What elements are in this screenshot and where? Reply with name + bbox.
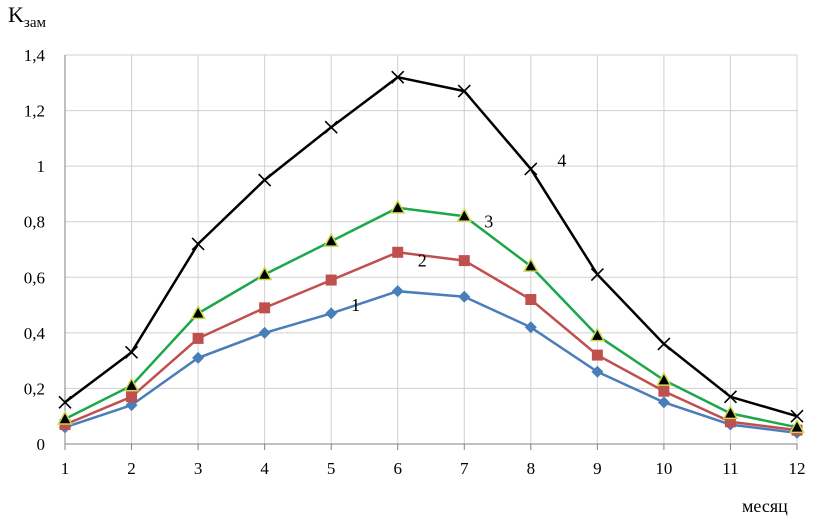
data-point-diamond (325, 307, 338, 320)
x-tick-label: 4 (260, 459, 269, 478)
data-point-triangle (656, 371, 672, 386)
data-point-diamond (591, 365, 604, 378)
x-tick-label: 5 (327, 459, 336, 478)
axes-layer (64, 55, 798, 450)
data-point-x (657, 337, 671, 351)
y-tick-label: 0,2 (24, 379, 45, 398)
data-point-triangle (389, 199, 406, 214)
data-point-x (524, 162, 538, 176)
series-line-2 (64, 251, 798, 432)
y-tick-label: 0,4 (24, 324, 46, 343)
series-line-1 (64, 289, 798, 435)
series-label-3: 3 (484, 212, 493, 232)
data-point-x (790, 409, 804, 423)
data-point-square (724, 416, 736, 428)
series-line-3 (64, 206, 798, 429)
data-point-square (192, 332, 204, 344)
data-point-square (325, 274, 337, 286)
data-point-diamond (524, 321, 537, 334)
data-point-triangle (123, 377, 140, 392)
data-point-diamond (192, 351, 205, 364)
data-point-x (723, 390, 738, 404)
data-point-diamond (657, 396, 670, 409)
x-tick-label: 3 (194, 459, 203, 478)
x-tick-label: 1 (61, 459, 70, 478)
data-point-triangle (722, 404, 739, 420)
data-point-square (525, 294, 537, 306)
data-point-triangle (256, 265, 273, 281)
x-tick-label: 10 (655, 459, 672, 478)
data-point-diamond (391, 285, 404, 298)
series-layer (57, 70, 805, 439)
y-axis-title-sub: зам (24, 15, 47, 31)
y-tick-label: 0,8 (24, 213, 45, 232)
x-tick-label: 12 (789, 459, 806, 478)
y-axis-title: Kзам (8, 2, 46, 31)
x-tick-label: 6 (393, 459, 402, 478)
data-point-triangle (589, 327, 606, 342)
data-point-triangle (57, 410, 73, 425)
series-line-4 (64, 75, 798, 418)
series-4 (58, 70, 804, 423)
x-tick-label: 2 (127, 459, 136, 478)
y-tick-label: 1,4 (24, 46, 46, 65)
data-point-triangle (323, 232, 339, 247)
series-3 (57, 199, 805, 434)
data-point-x (191, 237, 205, 251)
data-point-triangle (190, 304, 206, 320)
y-tick-label: 0 (37, 435, 46, 454)
data-point-x (124, 345, 139, 359)
grid-layer (65, 54, 798, 444)
y-tick-label: 1 (37, 157, 46, 176)
data-point-triangle (456, 207, 473, 222)
x-tick-label: 7 (460, 459, 469, 478)
data-point-x (391, 70, 405, 84)
x-axis-title: месяц (742, 496, 788, 516)
data-point-square (392, 246, 404, 258)
y-tick-label: 1,2 (24, 102, 45, 121)
data-point-square (658, 385, 670, 397)
series-label-1: 1 (351, 295, 360, 315)
data-point-x (324, 120, 338, 134)
y-axis-title-main: K (8, 2, 24, 27)
data-point-square (458, 255, 470, 267)
series-label-2: 2 (418, 251, 427, 271)
data-point-square (591, 349, 603, 361)
series-label-4: 4 (557, 151, 566, 171)
data-point-diamond (258, 326, 271, 339)
data-point-x (258, 173, 272, 187)
x-tick-label: 8 (527, 459, 536, 478)
data-point-triangle (789, 418, 805, 434)
data-point-diamond (458, 290, 471, 303)
data-point-square (126, 391, 138, 403)
data-point-square (259, 302, 271, 314)
data-point-x (590, 267, 604, 282)
y-tick-label: 0,6 (24, 268, 45, 287)
data-point-x (58, 395, 72, 409)
data-point-triangle (523, 257, 539, 272)
x-tick-label: 11 (722, 459, 738, 478)
data-point-x (457, 84, 471, 98)
x-tick-label: 9 (593, 459, 602, 478)
